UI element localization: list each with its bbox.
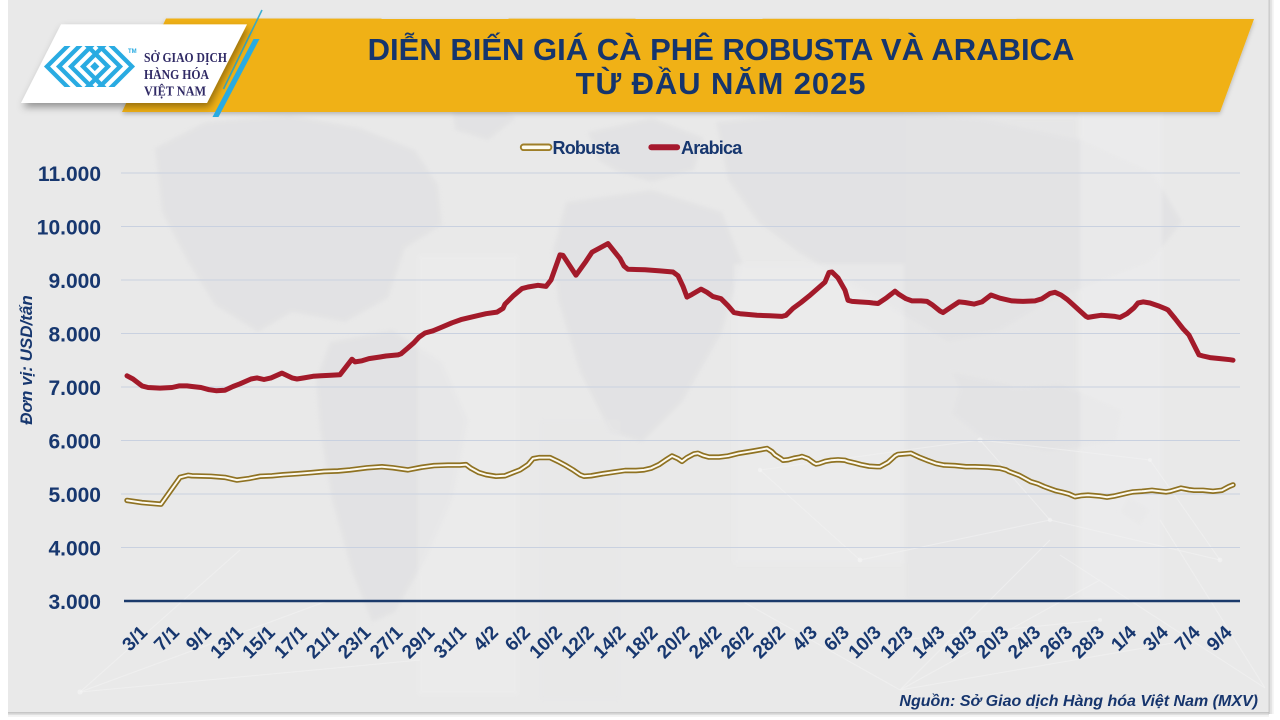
svg-text:TỪ ĐẦU NĂM 2025: TỪ ĐẦU NĂM 2025	[576, 65, 867, 101]
svg-text:5.000: 5.000	[48, 484, 101, 507]
svg-text:Arabica: Arabica	[681, 138, 743, 158]
svg-text:7.000: 7.000	[48, 377, 101, 400]
svg-text:VIỆT NAM: VIỆT NAM	[144, 84, 206, 99]
svg-text:4.000: 4.000	[48, 538, 101, 561]
svg-text:10.000: 10.000	[37, 217, 101, 240]
svg-text:Đơn vị: USD/tấn: Đơn vị: USD/tấn	[17, 295, 36, 424]
svg-text:SỞ GIAO DỊCH: SỞ GIAO DỊCH	[144, 50, 227, 65]
svg-text:TM: TM	[128, 49, 137, 55]
svg-text:Robusta: Robusta	[553, 138, 621, 158]
svg-text:9.000: 9.000	[48, 270, 101, 293]
svg-text:3.000: 3.000	[48, 591, 101, 614]
svg-text:8.000: 8.000	[48, 324, 101, 347]
svg-text:6.000: 6.000	[48, 431, 101, 454]
svg-text:Nguồn: Sở Giao dịch Hàng hóa V: Nguồn: Sở Giao dịch Hàng hóa Việt Nam (M…	[899, 693, 1258, 710]
svg-text:HÀNG HÓA: HÀNG HÓA	[144, 67, 209, 82]
svg-text:11.000: 11.000	[38, 163, 101, 186]
svg-text:DIỄN BIẾN GIÁ CÀ PHÊ ROBUSTA V: DIỄN BIẾN GIÁ CÀ PHÊ ROBUSTA VÀ ARABICA	[368, 31, 1075, 67]
